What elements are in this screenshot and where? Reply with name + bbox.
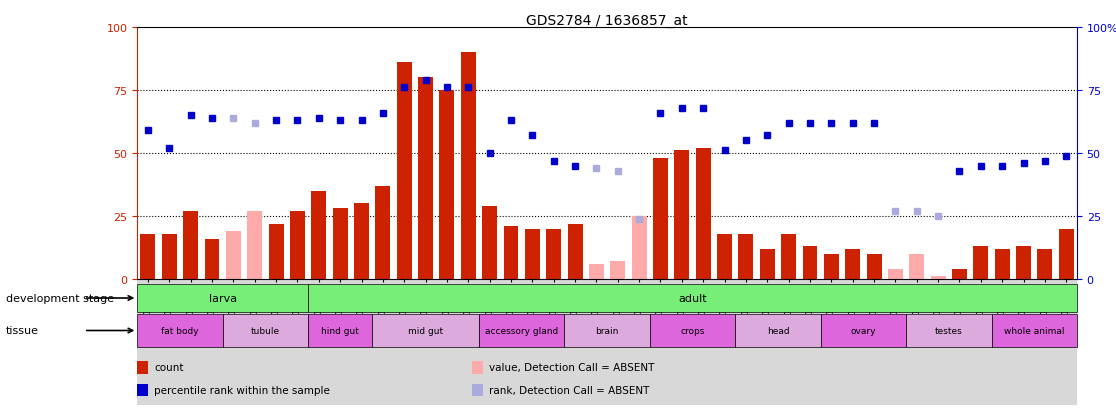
Bar [991,314,1077,347]
Bar [802,247,817,279]
Bar [952,269,966,279]
Text: tissue: tissue [6,326,39,336]
Bar [482,206,497,279]
Bar [397,63,412,279]
Text: brain: brain [596,326,618,335]
Bar [695,149,711,279]
Bar [308,314,373,347]
Bar [589,264,604,279]
Bar [1038,249,1052,279]
Text: rank, Detection Call = ABSENT: rank, Detection Call = ABSENT [489,385,650,395]
Bar [137,279,1077,405]
Text: crops: crops [681,326,704,335]
Bar [718,234,732,279]
Bar [308,284,1077,312]
Text: testes: testes [935,326,963,335]
Bar [225,232,241,279]
Bar [568,224,583,279]
Bar [204,239,220,279]
Text: tubule: tubule [251,326,280,335]
Bar [333,209,347,279]
Bar [610,262,625,279]
Text: head: head [767,326,789,335]
Bar [546,229,561,279]
Bar [248,211,262,279]
Bar [781,234,796,279]
Text: ovary: ovary [850,326,876,335]
Bar [479,314,565,347]
Text: development stage: development stage [6,293,114,303]
Text: fat body: fat body [161,326,199,335]
Bar [994,249,1010,279]
Bar [290,211,305,279]
Bar [162,234,176,279]
Bar [906,314,991,347]
Bar [845,249,860,279]
Bar [973,247,989,279]
Text: hind gut: hind gut [321,326,359,335]
Text: whole animal: whole animal [1004,326,1065,335]
Bar [1016,247,1031,279]
Text: accessory gland: accessory gland [485,326,558,335]
Bar [461,53,475,279]
Bar [674,151,690,279]
Bar [137,314,223,347]
Text: percentile rank within the sample: percentile rank within the sample [154,385,330,395]
Bar [373,314,479,347]
Bar [525,229,540,279]
Bar [141,234,155,279]
Bar [632,216,646,279]
Bar [375,186,391,279]
Bar [269,224,283,279]
Bar [650,314,735,347]
Bar [137,284,308,312]
Bar [503,227,519,279]
Bar [223,314,308,347]
Text: adult: adult [679,293,706,303]
Text: larva: larva [209,293,237,303]
Text: mid gut: mid gut [408,326,443,335]
Bar [653,159,668,279]
Bar [824,254,839,279]
Bar [418,78,433,279]
Bar [311,191,326,279]
Bar [931,277,945,279]
Bar [1059,229,1074,279]
Text: count: count [154,363,183,373]
Bar [888,269,903,279]
Bar [760,249,775,279]
Bar [867,254,882,279]
Bar [910,254,924,279]
Bar [739,234,753,279]
Bar [820,314,906,347]
Text: value, Detection Call = ABSENT: value, Detection Call = ABSENT [489,363,654,373]
Bar [183,211,199,279]
Bar [735,314,820,347]
Bar [354,204,369,279]
Bar [440,91,454,279]
Text: GDS2784 / 1636857_at: GDS2784 / 1636857_at [527,14,687,28]
Bar [565,314,650,347]
